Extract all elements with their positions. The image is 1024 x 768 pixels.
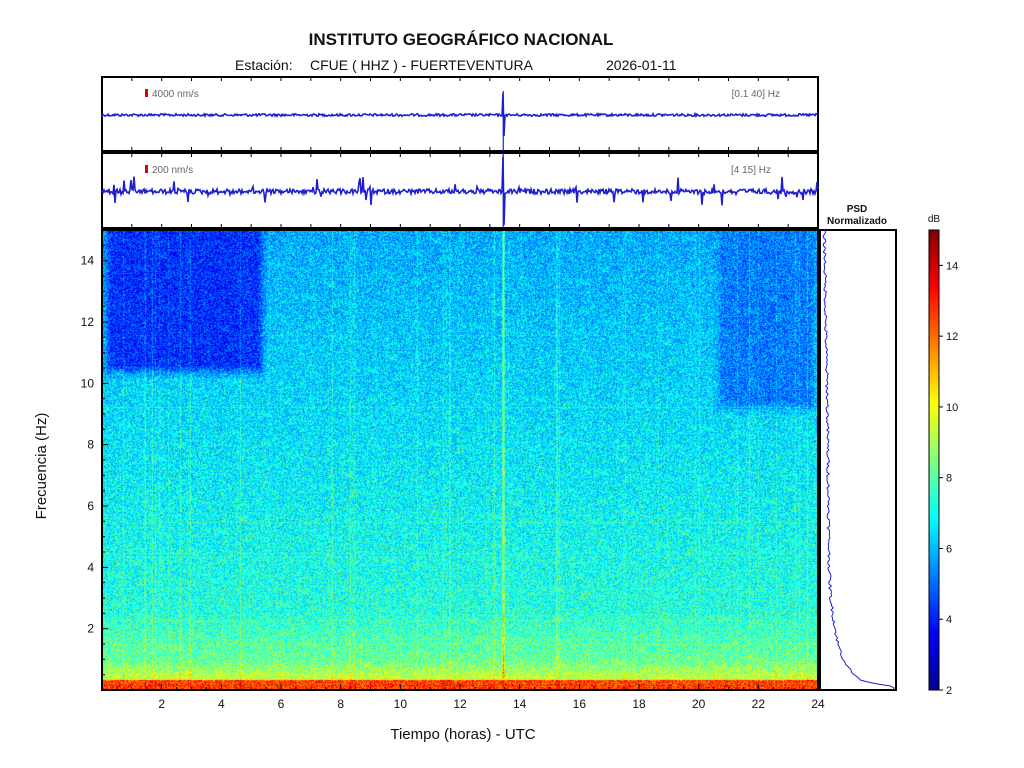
x-tick-label: 4 — [218, 697, 225, 711]
x-tick-label: 20 — [692, 697, 706, 711]
filtered-scale-mark — [145, 165, 148, 173]
colorbar-tick-label: 14 — [946, 260, 958, 272]
x-axis-label: Tiempo (horas) - UTC — [390, 726, 535, 743]
trace1-line — [101, 93, 819, 137]
x-tick-label: 24 — [811, 697, 825, 711]
y-tick-label: 2 — [87, 622, 94, 636]
colorbar-tick-label: 4 — [946, 614, 952, 626]
filtered-frame — [101, 152, 819, 229]
x-tick-label: 16 — [573, 697, 587, 711]
psd-curve — [822, 229, 895, 691]
colorbar-tick-label: 10 — [946, 402, 958, 414]
broadband-ticks — [131, 77, 789, 151]
colorbar-tick-label: 8 — [946, 473, 952, 485]
colorbar-label: dB — [928, 214, 941, 225]
station-prefix: Estación: — [235, 57, 293, 73]
trace2-line — [101, 156, 819, 226]
y-axis-label: Frecuencia (Hz) — [33, 413, 50, 520]
colorbar-tick-label: 2 — [946, 685, 952, 697]
x-tick-label: 18 — [632, 697, 646, 711]
x-tick-label: 8 — [337, 697, 344, 711]
y-tick-label: 12 — [81, 315, 95, 329]
y-tick-label: 8 — [87, 438, 94, 452]
psd-panel: PSD Normalizado — [819, 204, 897, 691]
colorbar-tick-label: 6 — [946, 543, 952, 555]
filtered-scale-label: 200 nm/s — [152, 165, 193, 176]
x-tick-label: 14 — [513, 697, 527, 711]
record-date: 2026-01-11 — [606, 57, 677, 73]
broadband-trace — [101, 91, 819, 151]
broadband-scale-label: 4000 nm/s — [152, 89, 199, 100]
y-tick-label: 4 — [87, 560, 94, 574]
broadband-panel: 4000 nm/s [0.1 40] Hz — [101, 76, 819, 152]
colorbar-ticks: 2 4 6 8 10 12 14 — [939, 260, 958, 697]
filtered-panel: 200 nm/s [4 15] Hz — [101, 152, 819, 229]
spectrogram-image — [102, 230, 818, 690]
colorbar-scale — [928, 229, 940, 691]
broadband-scale-mark — [145, 89, 148, 97]
filtered-trace — [101, 153, 819, 228]
y-tick-label: 6 — [87, 499, 94, 513]
x-tick-label: 12 — [453, 697, 467, 711]
colorbar: dB 2 4 6 8 10 12 14 — [928, 214, 958, 697]
psd-frame — [819, 229, 897, 691]
filtered-ticks — [131, 153, 789, 228]
y-tick-label: 14 — [81, 254, 95, 268]
x-tick-label: 10 — [394, 697, 408, 711]
filtered-filter-label: [4 15] Hz — [731, 165, 771, 176]
broadband-filter-label: [0.1 40] Hz — [732, 89, 780, 100]
psd-title-line2: Normalizado — [827, 216, 887, 227]
x-tick-label: 6 — [278, 697, 285, 711]
station-name: CFUE ( HHZ ) - FUERTEVENTURA — [310, 57, 534, 73]
x-tick-label: 2 — [158, 697, 165, 711]
page-title: INSTITUTO GEOGRÁFICO NACIONAL — [309, 30, 614, 49]
psd-title-line1: PSD — [847, 204, 868, 215]
colorbar-tick-label: 12 — [946, 331, 958, 343]
x-tick-label: 22 — [752, 697, 766, 711]
y-tick-label: 10 — [81, 376, 95, 390]
